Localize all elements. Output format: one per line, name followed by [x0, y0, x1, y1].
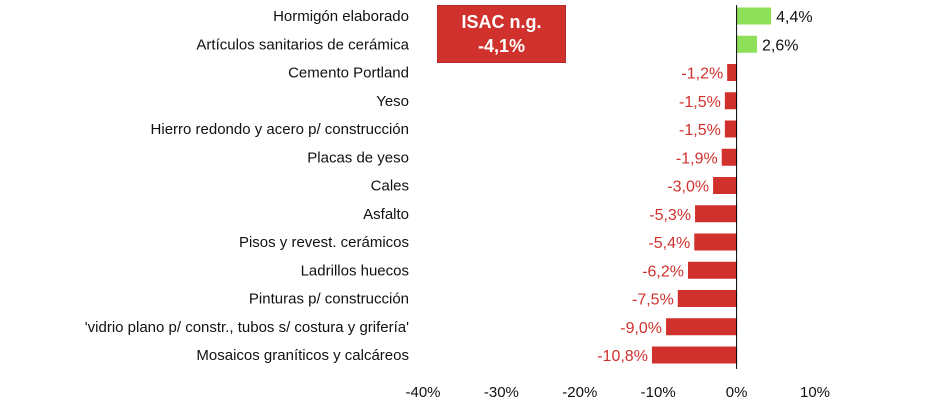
category-label: Placas de yeso — [307, 149, 409, 166]
badge-title: ISAC n.g. — [438, 10, 565, 34]
bar — [652, 347, 737, 364]
value-label: -1,2% — [681, 66, 723, 83]
value-labels: 4,4% 2,6% -1,2% -1,5% -1,5% -1,9% -3,0% -5,3% -5… — [597, 9, 812, 365]
value-label: -6,2% — [642, 263, 684, 280]
bar — [694, 234, 736, 251]
bar — [725, 121, 737, 138]
category-label: 'vidrio plano p/ constr., tubos s/ costu… — [85, 319, 409, 336]
x-tick-label: -10% — [641, 384, 676, 401]
bar — [727, 64, 736, 81]
x-tick-label: -20% — [562, 384, 597, 401]
category-label: Ladrillos huecos — [301, 262, 409, 279]
x-tick-label: 10% — [800, 384, 830, 401]
value-label: -7,5% — [632, 292, 674, 309]
x-tick-label: 0% — [726, 384, 748, 401]
value-label: 2,6% — [762, 37, 798, 54]
bar — [678, 290, 737, 307]
bar — [688, 262, 737, 279]
x-tick-label: -40% — [405, 384, 440, 401]
category-label: Artículos sanitarios de cerámica — [196, 36, 409, 53]
category-labels: Hormigón elaborado Artículos sanitarios d… — [85, 8, 410, 364]
value-label: -5,4% — [648, 235, 690, 252]
category-label: Pinturas p/ construcción — [249, 291, 409, 308]
value-label: -1,9% — [676, 150, 718, 167]
axis: -40% -30% -20% -10% 0% 10% — [405, 5, 830, 401]
value-label: -1,5% — [679, 94, 721, 111]
category-label: Pisos y revest. cerámicos — [239, 234, 409, 251]
category-label: Asfalto — [363, 206, 409, 223]
bar — [722, 149, 737, 166]
category-label: Hormigón elaborado — [273, 8, 409, 25]
bar — [695, 205, 737, 222]
category-label: Cemento Portland — [288, 65, 409, 82]
category-label: Yeso — [376, 93, 409, 110]
value-label: -1,5% — [679, 122, 721, 139]
bar — [737, 36, 757, 53]
value-label: 4,4% — [776, 9, 812, 26]
bar — [725, 92, 737, 109]
value-label: -9,0% — [620, 320, 662, 337]
category-label: Mosaicos graníticos y calcáreos — [196, 347, 409, 364]
bar — [737, 8, 771, 25]
value-label: -10,8% — [597, 348, 648, 365]
bar — [713, 177, 737, 194]
value-label: -3,0% — [667, 179, 709, 196]
isac-summary-badge: ISAC n.g. -4,1% — [437, 5, 566, 63]
x-tick-label: -30% — [484, 384, 519, 401]
category-label: Hierro redondo y acero p/ construcción — [151, 121, 409, 138]
bar — [666, 318, 737, 335]
badge-value: -4,1% — [438, 34, 565, 58]
category-label: Cales — [371, 178, 409, 195]
value-label: -5,3% — [649, 207, 691, 224]
